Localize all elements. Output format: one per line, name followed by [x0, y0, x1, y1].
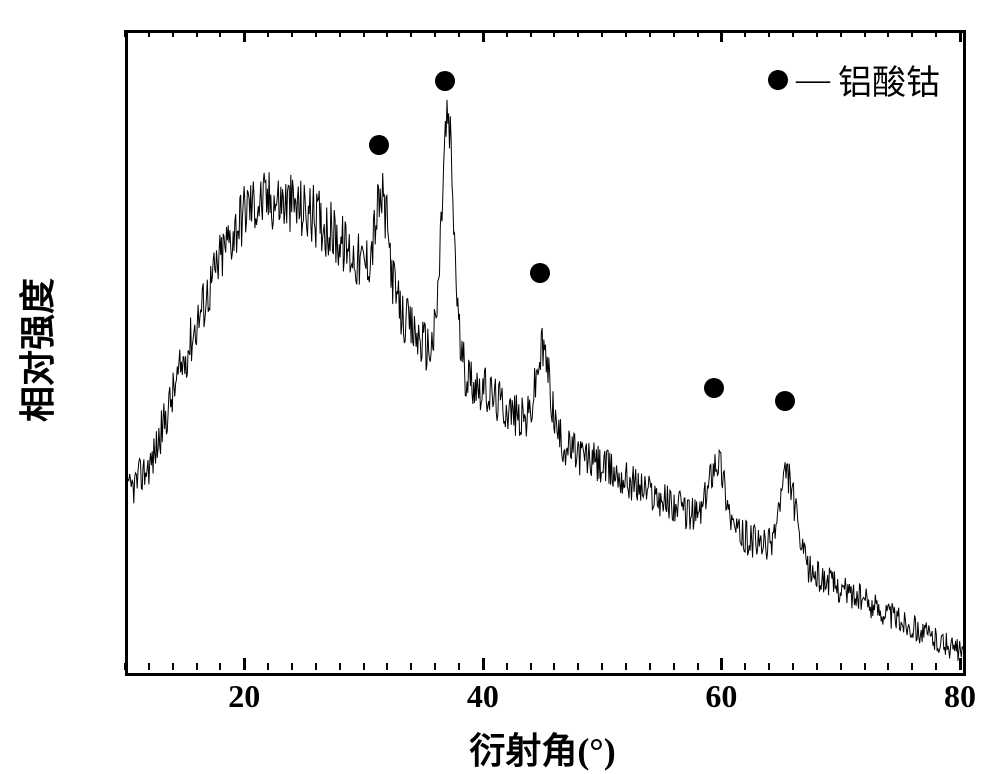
x-minor-tick — [315, 663, 317, 670]
x-minor-tick-top — [744, 30, 746, 37]
x-minor-tick — [792, 663, 794, 670]
x-minor-tick-top — [577, 30, 579, 37]
x-minor-tick-top — [386, 30, 388, 37]
x-minor-tick — [649, 663, 651, 670]
x-minor-tick — [410, 663, 412, 670]
x-minor-tick-top — [219, 30, 221, 37]
x-minor-tick — [840, 663, 842, 670]
x-minor-tick — [196, 663, 198, 670]
x-minor-tick-top — [911, 30, 913, 37]
x-minor-tick — [291, 663, 293, 670]
x-minor-tick — [625, 663, 627, 670]
x-minor-tick-top — [172, 30, 174, 37]
x-minor-tick — [530, 663, 532, 670]
x-minor-tick-top — [816, 30, 818, 37]
plot-area — [125, 30, 966, 676]
x-minor-tick-top — [553, 30, 555, 37]
x-minor-tick-top — [935, 30, 937, 37]
x-minor-tick-top — [148, 30, 150, 37]
x-minor-tick-top — [196, 30, 198, 37]
x-tick — [243, 658, 246, 670]
x-minor-tick-top — [124, 30, 126, 37]
x-minor-tick-top — [267, 30, 269, 37]
x-minor-tick — [577, 663, 579, 670]
x-minor-tick — [363, 663, 365, 670]
x-minor-tick — [935, 663, 937, 670]
x-minor-tick — [434, 663, 436, 670]
x-tick-top — [959, 30, 962, 42]
x-minor-tick — [386, 663, 388, 670]
legend-marker-icon — [768, 70, 788, 90]
peak-marker-icon — [775, 391, 795, 411]
x-minor-tick — [148, 663, 150, 670]
x-tick-label: 20 — [228, 678, 260, 715]
peak-marker-icon — [435, 71, 455, 91]
x-minor-tick-top — [697, 30, 699, 37]
x-minor-tick-top — [291, 30, 293, 37]
y-axis-label: 相对强度 — [9, 278, 61, 422]
x-minor-tick-top — [601, 30, 603, 37]
x-minor-tick-top — [410, 30, 412, 37]
x-tick-top — [482, 30, 485, 42]
x-tick-top — [720, 30, 723, 42]
x-minor-tick-top — [506, 30, 508, 37]
x-tick-label: 80 — [944, 678, 976, 715]
x-minor-tick — [768, 663, 770, 670]
x-minor-tick — [219, 663, 221, 670]
x-minor-tick — [887, 663, 889, 670]
legend-dash: — — [796, 61, 830, 99]
x-minor-tick-top — [864, 30, 866, 37]
peak-marker-icon — [369, 135, 389, 155]
x-minor-tick — [697, 663, 699, 670]
x-minor-tick — [172, 663, 174, 670]
x-minor-tick-top — [315, 30, 317, 37]
x-tick — [482, 658, 485, 670]
x-tick-top — [243, 30, 246, 42]
x-minor-tick — [601, 663, 603, 670]
x-tick — [720, 658, 723, 670]
x-minor-tick-top — [768, 30, 770, 37]
x-minor-tick-top — [339, 30, 341, 37]
x-minor-tick-top — [458, 30, 460, 37]
x-tick — [959, 658, 962, 670]
x-minor-tick-top — [673, 30, 675, 37]
x-minor-tick — [744, 663, 746, 670]
xrd-line — [128, 100, 963, 661]
peak-marker-icon — [704, 378, 724, 398]
x-minor-tick — [911, 663, 913, 670]
xrd-chart: 相对强度 衍射角(°) — 铝酸钴 20 40 60 80 — [0, 0, 1000, 771]
x-minor-tick — [553, 663, 555, 670]
x-minor-tick — [339, 663, 341, 670]
x-minor-tick-top — [434, 30, 436, 37]
x-minor-tick-top — [887, 30, 889, 37]
xrd-pattern — [128, 33, 963, 673]
peak-marker-icon — [530, 263, 550, 283]
x-minor-tick — [864, 663, 866, 670]
x-axis-label: 衍射角(°) — [469, 722, 615, 774]
x-minor-tick-top — [530, 30, 532, 37]
x-minor-tick — [506, 663, 508, 670]
x-minor-tick-top — [840, 30, 842, 37]
x-minor-tick — [458, 663, 460, 670]
x-minor-tick — [816, 663, 818, 670]
x-minor-tick-top — [363, 30, 365, 37]
x-tick-label: 40 — [467, 678, 499, 715]
x-minor-tick-top — [625, 30, 627, 37]
x-minor-tick — [124, 663, 126, 670]
x-tick-label: 60 — [705, 678, 737, 715]
x-minor-tick-top — [649, 30, 651, 37]
legend: — 铝酸钴 — [768, 55, 940, 104]
x-minor-tick-top — [792, 30, 794, 37]
legend-text: 铝酸钴 — [838, 55, 940, 104]
x-minor-tick — [673, 663, 675, 670]
x-minor-tick — [267, 663, 269, 670]
